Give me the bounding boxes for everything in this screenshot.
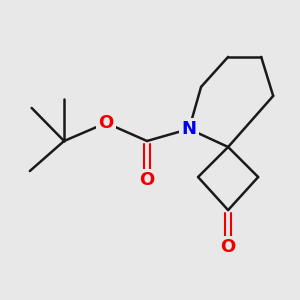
Text: O: O [220,238,236,256]
Text: N: N [182,120,196,138]
Text: O: O [140,171,154,189]
Text: O: O [98,114,114,132]
